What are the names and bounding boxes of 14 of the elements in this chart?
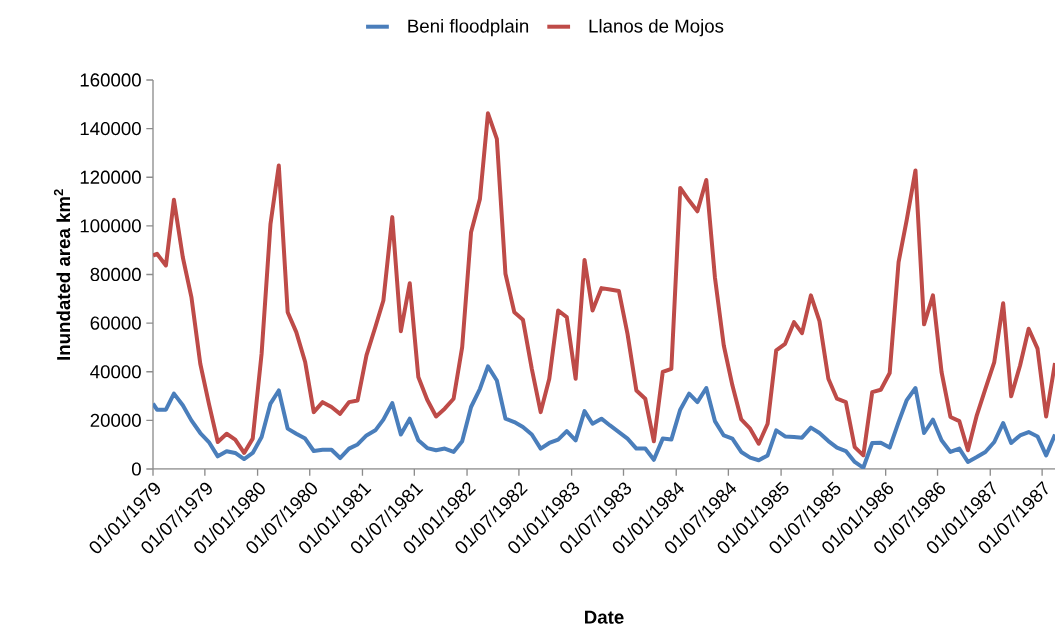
y-axis-title: Inundated area km$^{2}$ <box>53 189 71 360</box>
y-tick-label: 0 <box>131 462 141 476</box>
y-tick-label: 100000 <box>80 219 141 233</box>
y-tick-label: 40000 <box>90 365 141 379</box>
y-tick-label: 160000 <box>80 73 141 87</box>
y-tick-label: 60000 <box>90 316 141 330</box>
x-axis-title: Date <box>585 610 624 624</box>
legend-label: Llanos de Mojos <box>589 18 724 37</box>
y-tick-label: 120000 <box>80 170 141 184</box>
legend-label: Beni floodplain <box>408 18 529 37</box>
line-series <box>153 111 1055 458</box>
y-tick-label: 20000 <box>90 413 141 427</box>
y-tick-label: 80000 <box>90 267 141 282</box>
y-tick-label: 140000 <box>80 122 141 136</box>
